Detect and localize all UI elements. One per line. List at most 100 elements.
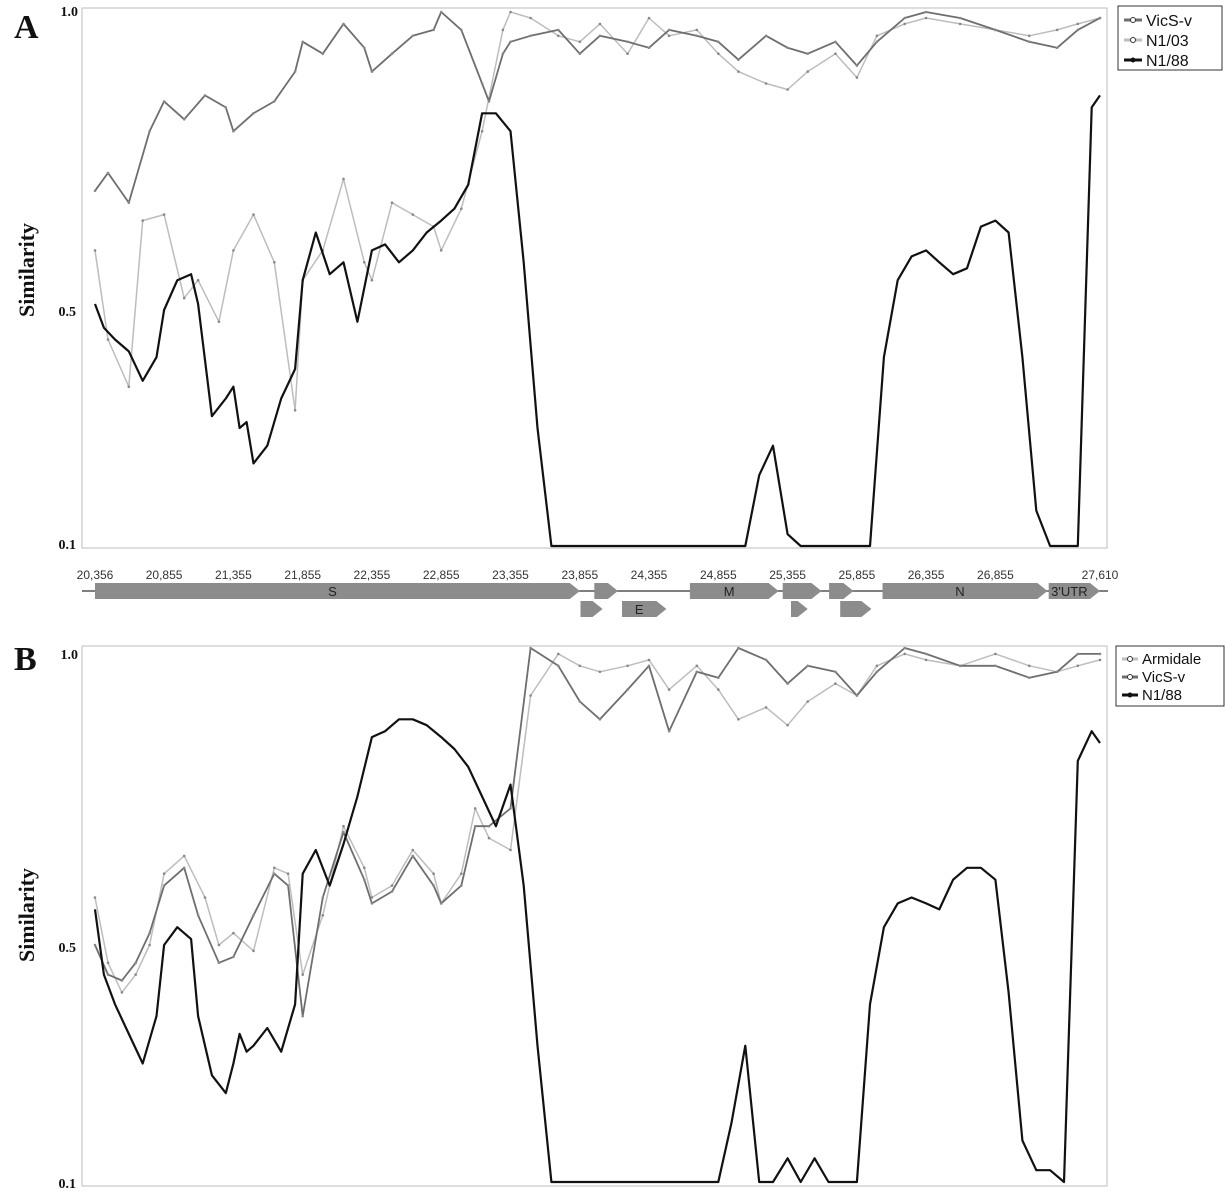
panel-a-series-line-n1-88 (93, 94, 1101, 548)
panel-a-data-point (626, 52, 629, 55)
panel-b-legend-item-2: VicS-v (1122, 669, 1186, 686)
panel-b-data-point (286, 884, 290, 887)
panel-b-data-point (93, 896, 97, 899)
panel-b-data-point (460, 884, 463, 887)
panel-a-data-point (273, 100, 276, 103)
panel-b-data-point (958, 664, 962, 668)
panel-a-data-point (717, 40, 720, 44)
gene-arrow (95, 583, 580, 599)
panel-a-data-point (834, 52, 837, 55)
panel-b-data-point (390, 890, 394, 893)
panel-b-data-point (834, 682, 837, 685)
gene-label: S (328, 584, 337, 599)
panel-b-data-point (1098, 658, 1102, 662)
panel-b-data-point (321, 914, 325, 917)
panel-b-legend: Armidale VicS-v N1/88 (1115, 645, 1225, 707)
gene-arrow (594, 583, 618, 599)
panel-a-data-point (501, 28, 505, 32)
panel-a-data-point (487, 100, 491, 103)
panel-a-data-point (93, 189, 97, 193)
panel-a-plot-area (81, 7, 1108, 549)
panel-a-data-point (224, 106, 228, 109)
panel-a-data-point (480, 82, 484, 85)
panel-a-data-point (390, 201, 394, 204)
x-tick-label: 20,855 (146, 568, 183, 582)
panel-a: A Similarity 1.0 0.5 0.1 VicS-v N1/03 N1… (14, 5, 1223, 617)
panel-b-data-point (806, 700, 809, 703)
panel-b-data-point (232, 931, 235, 935)
panel-a-data-point (509, 10, 512, 14)
panel-b-plot-area (81, 645, 1108, 1187)
panel-a-data-point (363, 46, 366, 50)
panel-a-ytick-mid: 0.5 (59, 305, 77, 320)
x-tick-label: 25,855 (839, 568, 876, 582)
panel-b-series-line-n1-88 (93, 718, 1101, 1184)
panel-b-data-point (529, 694, 532, 697)
panel-a-data-point (106, 338, 110, 341)
panel-b-data-point (217, 943, 221, 947)
panel-b-data-point (557, 652, 560, 656)
panel-a-data-point (647, 46, 651, 50)
gene-arrow (1048, 583, 1100, 599)
x-tick-label: 25,355 (769, 568, 806, 582)
panel-b-data-point (994, 664, 997, 668)
panel-b-data-point (232, 955, 235, 959)
panel-a-data-point (529, 16, 532, 20)
panel-a-data-point (301, 40, 305, 44)
gene-arrow (840, 601, 872, 617)
gene-arrow (882, 583, 1048, 599)
legend-label: N1/88 (1142, 687, 1182, 704)
panel-a-data-point (786, 88, 789, 91)
panel-a-data-point (232, 129, 235, 133)
panel-b-data-point (786, 723, 789, 727)
panel-b-data-point (134, 973, 137, 976)
panel-a-data-point (598, 22, 602, 26)
panel-a-data-point (182, 296, 186, 300)
panel-a-data-point (1055, 28, 1059, 32)
panel-a-data-point (737, 70, 740, 73)
panel-a-data-point (1076, 22, 1080, 26)
panel-a-data-point (1098, 16, 1102, 20)
panel-a-data-point (834, 40, 837, 44)
panel-b-data-point (924, 652, 928, 656)
panel-a-data-point (480, 129, 484, 133)
panel-a-data-point (578, 40, 582, 44)
panel-a-data-point (203, 94, 207, 97)
panel-b-data-point (439, 902, 443, 905)
x-tick-label: 24,355 (631, 568, 668, 582)
panel-b-data-point (411, 854, 415, 858)
panel-a-data-point (578, 52, 582, 55)
panel-a-data-point (529, 34, 532, 38)
panel-a-data-point (764, 82, 768, 85)
gene-arrow (622, 601, 667, 617)
panel-a-data-point (411, 213, 415, 216)
panel-a-data-point (162, 213, 166, 216)
panel-a-data-point (806, 52, 809, 55)
panel-a-data-point (148, 129, 151, 133)
panel-b-data-point (903, 652, 906, 656)
panel-b-data-point (182, 866, 186, 870)
panel-a-data-point (273, 261, 276, 264)
panel-b-data-point (432, 884, 435, 887)
panel-a-legend-item-3: N1/88 (1124, 53, 1189, 70)
panel-a-data-point (127, 201, 131, 204)
panel-b-data-point (148, 931, 151, 935)
panel-a-data-point (875, 40, 879, 44)
panel-a-data-point (924, 16, 928, 20)
panel-b-data-point (626, 664, 629, 668)
x-tick-label: 27,610 (1082, 568, 1119, 582)
panel-a-data-point (737, 58, 740, 61)
panel-b-data-point (370, 902, 374, 905)
panel-b-data-point (1076, 664, 1080, 668)
panel-a-data-point (460, 28, 463, 32)
panel-b-data-point (411, 848, 415, 852)
panel-b-data-point (342, 830, 345, 834)
panel-b-data-point (667, 688, 671, 691)
panel-b-data-point (509, 807, 512, 810)
gene-arrow (580, 601, 603, 617)
panel-a-data-point (439, 249, 443, 252)
gene-arrows: S M N 3'UTR E (95, 583, 1100, 617)
panel-b-data-point (460, 872, 463, 875)
panel-a-data-point (958, 22, 962, 26)
